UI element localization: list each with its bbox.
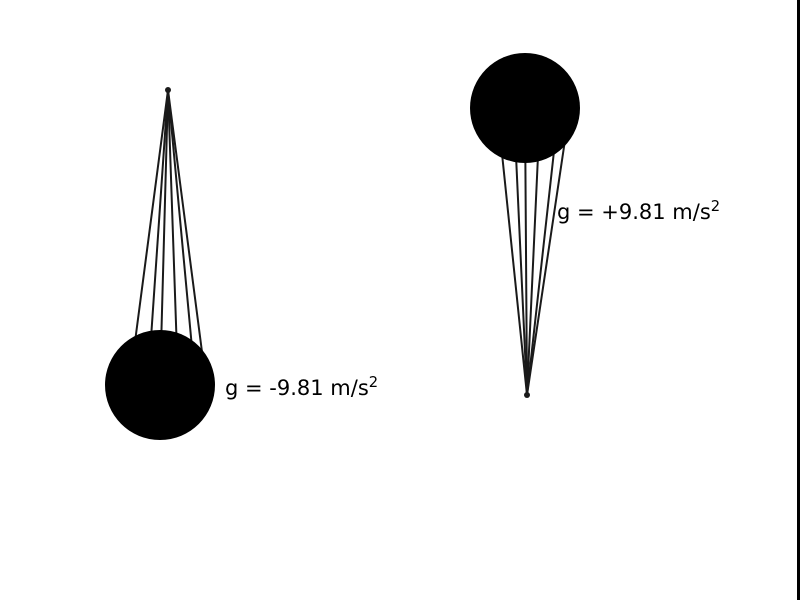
pendulum-bob [105,330,215,440]
pendulum-bob [470,53,580,163]
pendulum-diagram [0,0,800,600]
gravity-label-right: g = +9.81 m/s2 [557,198,720,224]
gravity-label-left: g = -9.81 m/s2 [225,374,378,400]
